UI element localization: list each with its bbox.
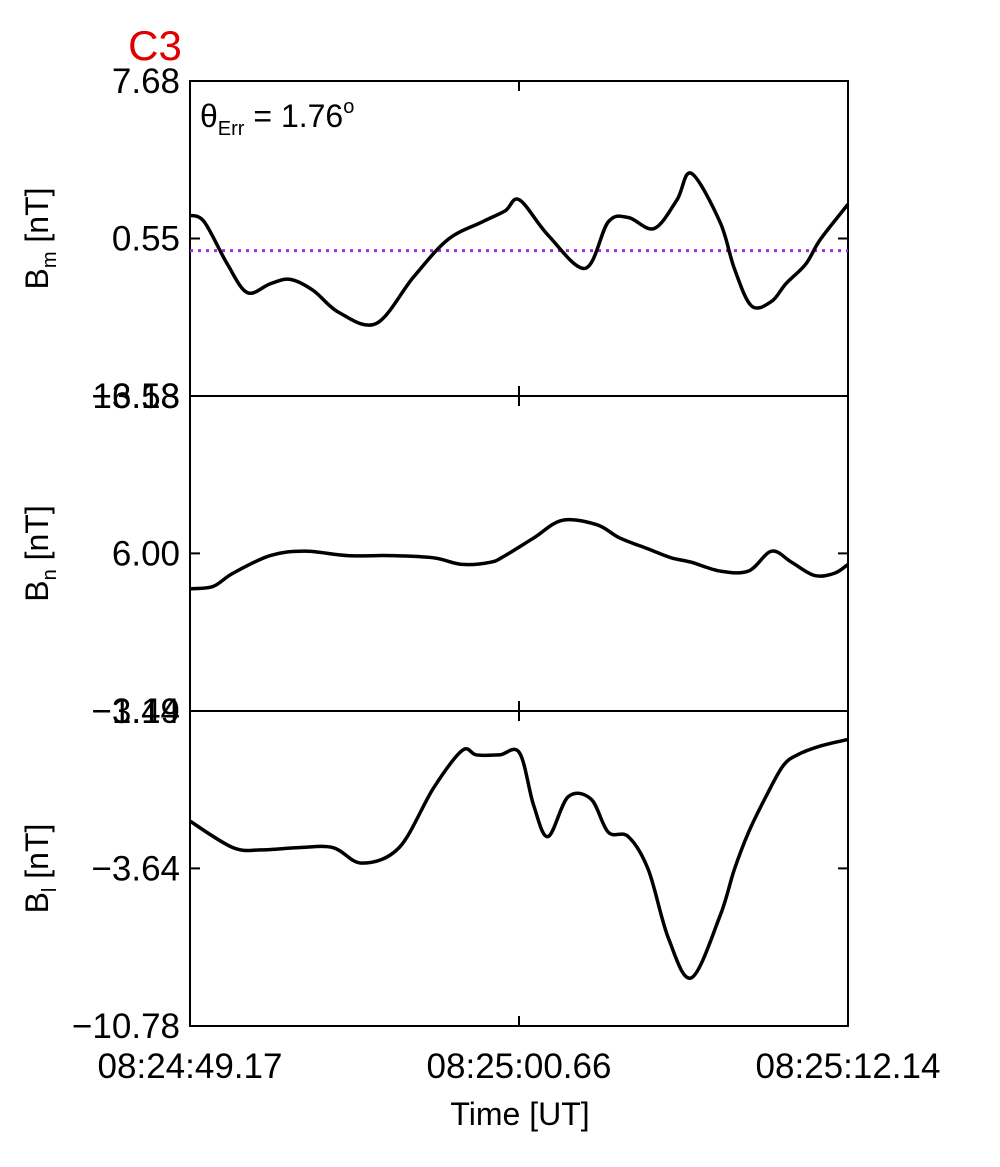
ytick-label-bm-2: −6.58 (91, 377, 180, 416)
ylabel-sub-bn: n (39, 569, 61, 580)
ytick-label-bn-0: 13.13 (92, 377, 180, 416)
panel-frame-bl (189, 710, 849, 1027)
ylabel-main-bm: B (19, 268, 55, 289)
xtick-label-2: 08:25:12.14 (756, 1047, 941, 1086)
x-axis: 08:24:49.17 08:25:00.66 08:25:12.14 (98, 1047, 941, 1086)
theta-value: = 1.76 (244, 98, 343, 134)
panel-bl: 3.49 −3.64 −10.78 Bl [nT] (19, 692, 849, 1046)
ylabel-unit-bl: [nT] (19, 824, 55, 888)
ylabel-sub-bm: m (39, 252, 61, 269)
ytick-label-bm-0: 7.68 (112, 62, 180, 101)
ylabel-bl: Bl [nT] (19, 824, 61, 914)
ylabel-bn: Bn [nT] (19, 505, 61, 601)
series-line-bl (189, 737, 849, 980)
spacecraft-label: C3 (128, 22, 182, 69)
theta-subscript: Err (218, 118, 245, 140)
ytick-label-bn-1: 6.00 (112, 534, 180, 573)
x-axis-title: Time [UT] (450, 1096, 589, 1132)
ylabel-sub-bl: l (39, 888, 61, 892)
ylabel-unit-bn: [nT] (19, 505, 55, 569)
xtick-label-0: 08:24:49.17 (98, 1047, 283, 1086)
ylabel-unit-bm: [nT] (19, 187, 55, 251)
ytick-label-bn-2: −1.14 (91, 692, 180, 731)
ytick-label-bm-1: 0.55 (112, 220, 180, 259)
panel-bn: 13.13 6.00 −1.14 Bn [nT] (19, 377, 850, 731)
ylabel-bm: Bm [nT] (19, 187, 61, 289)
degree-superscript: o (343, 96, 354, 118)
theta-symbol: θ (200, 98, 218, 134)
panel-bm: 7.68 0.55 −6.58 Bm [nT] (19, 62, 850, 416)
ytick-label-bl-2: −10.78 (72, 1007, 180, 1046)
ylabel-main-bn: B (19, 580, 55, 601)
panels-group: 7.68 0.55 −6.58 Bm [nT] 13.13 6.00 −1.14 Bn [nT… (19, 62, 850, 1046)
series-line-bm (189, 171, 850, 327)
ylabel-main-bl: B (19, 892, 55, 913)
series-line-bn (189, 517, 850, 591)
ytick-label-bl-1: −3.64 (91, 849, 180, 888)
xtick-label-1: 08:25:00.66 (427, 1047, 612, 1086)
theta-error-annotation: θErr = 1.76o (200, 96, 354, 140)
ytick-label-bl-0: 3.49 (112, 692, 180, 731)
